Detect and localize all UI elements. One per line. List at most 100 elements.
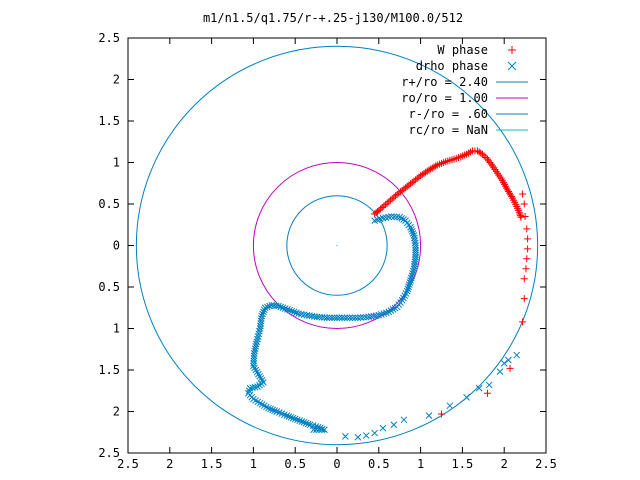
drho-phase-point bbox=[362, 313, 370, 321]
w-phase-point bbox=[522, 265, 530, 273]
legend-label: r+/ro = 2.40 bbox=[401, 75, 488, 89]
w-phase-point bbox=[523, 255, 531, 263]
drho-phase-point bbox=[371, 429, 378, 437]
drho-phase-point bbox=[407, 274, 415, 282]
center-dot bbox=[336, 244, 338, 247]
drho-phase-point bbox=[296, 417, 304, 424]
drho-phase-point bbox=[333, 314, 341, 322]
w-phase-point bbox=[516, 210, 524, 218]
phase-series bbox=[245, 147, 532, 441]
drho-phase-point bbox=[271, 407, 279, 415]
drho-phase-point bbox=[283, 412, 291, 420]
w-phase-point bbox=[506, 364, 514, 372]
x-tick-label: 1.5 bbox=[452, 457, 474, 471]
drho-phase-point bbox=[365, 313, 373, 321]
drho-phase-point bbox=[405, 281, 413, 289]
drho-phase-point bbox=[281, 305, 289, 312]
drho-phase-point bbox=[336, 314, 343, 322]
chart-title: m1/n1.5/q1.75/r-+.25-j130/M100.0/512 bbox=[203, 11, 463, 25]
w-phase-point bbox=[499, 177, 507, 185]
drho-phase-point bbox=[341, 314, 348, 322]
w-phase-point bbox=[478, 150, 486, 158]
drho-phase-point bbox=[279, 304, 287, 312]
x-tick-label: 0.5 bbox=[368, 457, 390, 471]
w-phase-point bbox=[378, 204, 386, 212]
w-phase-point bbox=[521, 212, 529, 220]
drho-phase-point bbox=[294, 416, 301, 424]
drho-phase-point bbox=[300, 418, 308, 426]
legend: W phase drho phase r+/ro = 2.40 ro/ro = 1.0… bbox=[401, 43, 528, 137]
y-tick-label: 1 bbox=[113, 322, 120, 336]
w-phase-point bbox=[502, 182, 510, 190]
w-phase-point bbox=[381, 201, 389, 209]
drho-phase-point bbox=[407, 223, 414, 231]
w-phase-point bbox=[517, 213, 525, 221]
drho-phase-point bbox=[287, 413, 295, 421]
y-axis-ticks: 2.5 2 1.5 1 0.5 0 0.5 1 1.5 2 2.5 bbox=[98, 31, 546, 460]
y-tick-label: 1.5 bbox=[98, 114, 120, 128]
radius-circle bbox=[135, 45, 539, 446]
drho-phase-point bbox=[408, 225, 415, 233]
x-tick-label: 2 bbox=[166, 457, 173, 471]
w-phase-point bbox=[519, 190, 527, 198]
drho-phase-point bbox=[407, 277, 414, 284]
legend-label: W phase bbox=[437, 43, 488, 57]
drho-phase-point bbox=[269, 406, 276, 414]
drho-phase-point bbox=[292, 309, 300, 317]
x-tick-label: 1 bbox=[250, 457, 257, 471]
drho-phase-point bbox=[400, 416, 408, 424]
x-tick-label: 2.5 bbox=[117, 457, 139, 471]
drho-phase-point bbox=[379, 424, 387, 432]
drho-phase-point bbox=[357, 314, 364, 321]
x-axis-ticks: 2.5 2 1.5 1 0.5 0 0.5 1 1.5 2 2.5 bbox=[117, 38, 557, 471]
y-tick-label: 2 bbox=[113, 73, 120, 87]
drho-phase-point bbox=[321, 426, 328, 434]
radius-circles bbox=[135, 45, 539, 446]
drho-phase-point bbox=[513, 351, 521, 359]
drho-phase-point bbox=[265, 404, 272, 412]
drho-phase-point bbox=[404, 285, 412, 293]
drho-phase-point bbox=[260, 306, 268, 314]
w-phase-point bbox=[519, 318, 527, 326]
drho-phase-point bbox=[406, 279, 414, 286]
legend-label: r-/ro = .60 bbox=[409, 107, 488, 121]
drho-phase-point bbox=[302, 419, 310, 427]
drho-phase-point bbox=[338, 314, 346, 322]
drho-phase-point bbox=[359, 313, 367, 321]
legend-label: drho phase bbox=[416, 59, 488, 73]
drho-phase-point bbox=[346, 314, 354, 322]
y-tick-label: 2 bbox=[113, 405, 120, 419]
drho-phase-point bbox=[318, 426, 326, 434]
w-phase-point bbox=[388, 195, 396, 203]
w-phase-point bbox=[385, 198, 393, 206]
w-phase-point bbox=[438, 410, 445, 418]
x-tick-label: 1.5 bbox=[201, 457, 223, 471]
drho-phase-point bbox=[306, 312, 313, 319]
drho-phase-point bbox=[290, 308, 298, 316]
w-phase-point bbox=[432, 162, 440, 170]
drho-phase-point bbox=[257, 322, 264, 330]
x-tick-label: 0.5 bbox=[284, 457, 306, 471]
w-phase-point bbox=[487, 160, 495, 168]
drho-phase-point bbox=[315, 426, 323, 434]
drho-phase-point bbox=[349, 314, 356, 322]
drho-phase-point bbox=[288, 307, 296, 315]
y-tick-label: 1.5 bbox=[98, 363, 120, 377]
drho-phase-point bbox=[485, 381, 493, 389]
drho-phase-point bbox=[390, 421, 398, 429]
drho-phase-point bbox=[284, 306, 291, 313]
w-phase-point bbox=[508, 46, 516, 54]
w-phase-point bbox=[387, 196, 395, 204]
drho-phase-point bbox=[331, 314, 338, 322]
drho-phase-point bbox=[266, 302, 273, 310]
drho-phase-point bbox=[267, 405, 274, 413]
w-phase-point bbox=[501, 180, 509, 188]
drho-phase-point bbox=[351, 314, 359, 322]
drho-phase-point bbox=[285, 413, 293, 420]
drho-phase-point bbox=[326, 314, 333, 322]
drho-phase-point bbox=[354, 314, 362, 322]
drho-phase-point bbox=[496, 368, 504, 376]
y-tick-label: 0.5 bbox=[98, 280, 120, 294]
drho-phase-point bbox=[408, 228, 416, 235]
